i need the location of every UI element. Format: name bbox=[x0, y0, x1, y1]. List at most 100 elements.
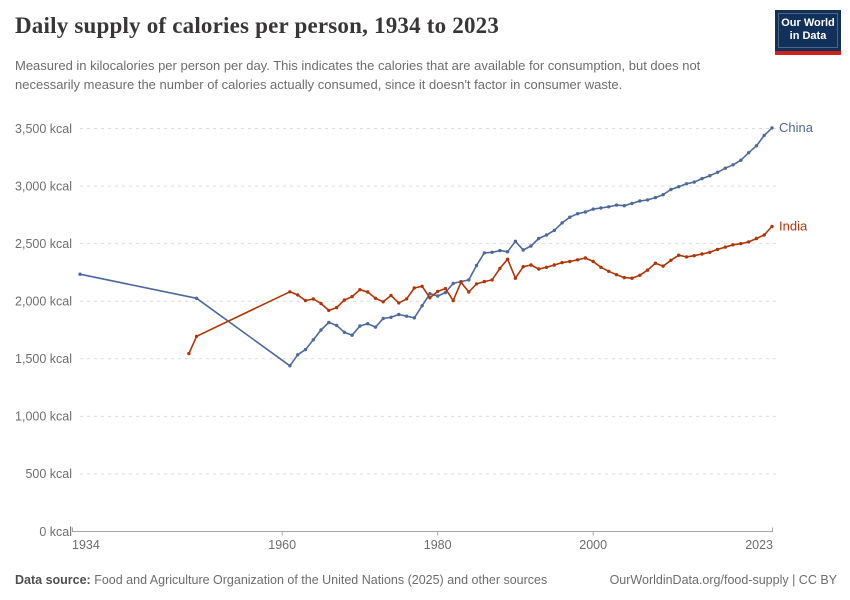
data-point-china[interactable] bbox=[288, 364, 292, 368]
series-path-china[interactable] bbox=[79, 127, 773, 367]
data-point-india[interactable] bbox=[358, 288, 362, 292]
data-point-china[interactable] bbox=[739, 158, 743, 162]
data-point-china[interactable] bbox=[327, 320, 331, 325]
data-point-china[interactable] bbox=[622, 204, 626, 208]
data-point-china[interactable] bbox=[443, 290, 448, 295]
data-point-china[interactable] bbox=[350, 333, 354, 337]
data-point-india[interactable] bbox=[529, 263, 533, 267]
data-point-india[interactable] bbox=[498, 266, 502, 271]
data-point-china[interactable] bbox=[404, 314, 409, 318]
data-point-india[interactable] bbox=[653, 261, 658, 265]
data-point-china[interactable] bbox=[428, 292, 432, 296]
data-point-india[interactable] bbox=[459, 280, 463, 284]
data-point-china[interactable] bbox=[474, 263, 479, 268]
data-point-china[interactable] bbox=[358, 324, 362, 328]
data-point-india[interactable] bbox=[692, 254, 696, 258]
data-point-india[interactable] bbox=[194, 334, 199, 338]
data-point-india[interactable] bbox=[327, 308, 331, 313]
data-point-china[interactable] bbox=[708, 174, 712, 178]
data-point-china[interactable] bbox=[669, 187, 673, 192]
data-point-china[interactable] bbox=[661, 193, 665, 197]
data-point-india[interactable] bbox=[342, 298, 347, 302]
data-point-china[interactable] bbox=[334, 323, 339, 328]
data-point-india[interactable] bbox=[762, 233, 766, 237]
data-point-india[interactable] bbox=[319, 301, 323, 306]
data-point-china[interactable] bbox=[451, 281, 455, 286]
data-point-india[interactable] bbox=[677, 253, 681, 257]
data-point-india[interactable] bbox=[490, 278, 494, 282]
data-point-india[interactable] bbox=[630, 276, 634, 280]
data-point-india[interactable] bbox=[288, 290, 292, 294]
data-point-china[interactable] bbox=[296, 353, 300, 357]
data-point-india[interactable] bbox=[599, 265, 603, 269]
data-point-india[interactable] bbox=[443, 286, 448, 291]
data-point-china[interactable] bbox=[568, 215, 572, 219]
data-point-india[interactable] bbox=[715, 247, 720, 252]
series-label-china[interactable]: China bbox=[779, 120, 814, 135]
data-point-china[interactable] bbox=[412, 316, 416, 320]
data-point-china[interactable] bbox=[684, 182, 689, 186]
data-point-india[interactable] bbox=[544, 265, 549, 269]
data-point-china[interactable] bbox=[715, 170, 720, 174]
data-point-india[interactable] bbox=[591, 259, 595, 264]
data-point-china[interactable] bbox=[467, 278, 471, 282]
data-point-china[interactable] bbox=[638, 199, 642, 203]
series-line-china[interactable] bbox=[78, 126, 774, 368]
data-point-india[interactable] bbox=[420, 284, 424, 288]
data-point-china[interactable] bbox=[614, 203, 619, 207]
data-point-india[interactable] bbox=[568, 259, 572, 264]
data-point-china[interactable] bbox=[770, 126, 774, 130]
data-point-china[interactable] bbox=[529, 244, 533, 248]
data-point-india[interactable] bbox=[537, 267, 541, 271]
data-point-india[interactable] bbox=[614, 273, 619, 277]
data-point-india[interactable] bbox=[381, 300, 385, 304]
data-point-china[interactable] bbox=[303, 347, 308, 352]
data-point-china[interactable] bbox=[521, 248, 525, 252]
data-point-india[interactable] bbox=[521, 265, 525, 269]
data-point-india[interactable] bbox=[467, 290, 471, 294]
data-point-india[interactable] bbox=[622, 275, 626, 280]
data-point-india[interactable] bbox=[474, 282, 479, 286]
data-point-india[interactable] bbox=[739, 241, 743, 246]
series-label-india[interactable]: India bbox=[779, 219, 808, 234]
data-point-india[interactable] bbox=[723, 245, 727, 249]
data-point-india[interactable] bbox=[482, 279, 486, 284]
data-point-india[interactable] bbox=[661, 264, 665, 268]
data-point-india[interactable] bbox=[700, 252, 704, 256]
data-point-china[interactable] bbox=[653, 195, 658, 200]
data-point-india[interactable] bbox=[731, 243, 735, 247]
data-point-india[interactable] bbox=[747, 240, 751, 244]
data-point-india[interactable] bbox=[428, 296, 432, 300]
data-point-china[interactable] bbox=[591, 207, 595, 211]
data-point-india[interactable] bbox=[669, 258, 673, 262]
data-point-india[interactable] bbox=[638, 273, 642, 277]
data-point-india[interactable] bbox=[560, 260, 564, 265]
data-point-india[interactable] bbox=[436, 289, 440, 294]
data-point-india[interactable] bbox=[404, 297, 409, 301]
data-point-india[interactable] bbox=[505, 257, 510, 261]
series-line-india[interactable] bbox=[187, 224, 774, 356]
data-point-china[interactable] bbox=[731, 163, 735, 167]
series-path-india[interactable] bbox=[188, 225, 773, 355]
data-point-china[interactable] bbox=[78, 272, 82, 276]
data-point-china[interactable] bbox=[505, 250, 510, 254]
data-point-china[interactable] bbox=[552, 228, 556, 233]
data-point-china[interactable] bbox=[599, 206, 603, 210]
data-point-china[interactable] bbox=[381, 316, 385, 321]
data-point-india[interactable] bbox=[311, 297, 315, 301]
data-point-china[interactable] bbox=[420, 304, 424, 308]
data-point-china[interactable] bbox=[575, 212, 580, 216]
data-point-china[interactable] bbox=[311, 338, 315, 342]
data-point-china[interactable] bbox=[490, 250, 494, 254]
owid-logo[interactable]: Our World in Data bbox=[775, 10, 841, 55]
data-point-china[interactable] bbox=[436, 294, 440, 298]
data-point-china[interactable] bbox=[700, 176, 704, 181]
data-point-india[interactable] bbox=[552, 263, 556, 267]
data-point-india[interactable] bbox=[373, 296, 378, 300]
data-point-india[interactable] bbox=[645, 268, 650, 272]
data-point-china[interactable] bbox=[747, 151, 751, 155]
data-point-china[interactable] bbox=[389, 315, 393, 319]
data-point-india[interactable] bbox=[708, 250, 712, 254]
data-point-china[interactable] bbox=[544, 233, 549, 237]
